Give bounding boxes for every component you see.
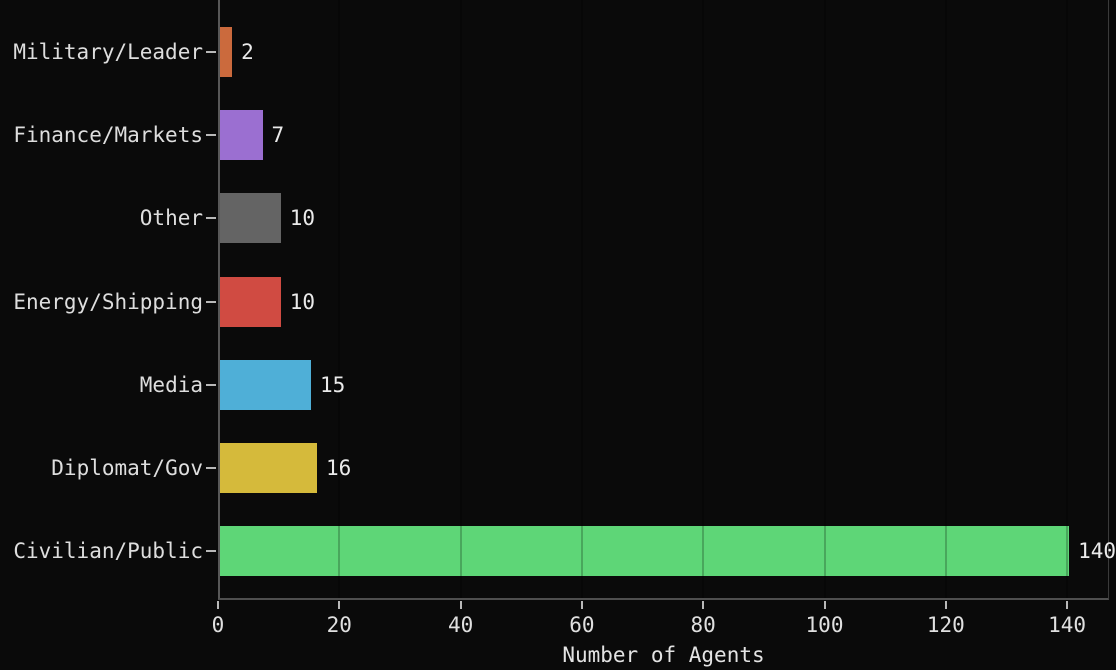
bar-value-label: 10 xyxy=(289,206,315,231)
y-tick xyxy=(206,300,216,303)
y-tick xyxy=(206,51,216,53)
bar xyxy=(220,276,281,327)
bar-value-label: 15 xyxy=(320,372,346,397)
x-axis-label: Number of Agents xyxy=(562,643,765,667)
category-label: Finance/Markets xyxy=(13,123,203,148)
bar xyxy=(220,526,1070,577)
bar xyxy=(220,110,263,161)
bar xyxy=(220,27,233,77)
category-label: Energy/Shipping xyxy=(13,289,203,314)
category-label: Other xyxy=(139,206,203,231)
x-tick xyxy=(1066,601,1069,609)
y-tick xyxy=(206,383,216,386)
gridline xyxy=(338,0,341,598)
y-tick xyxy=(206,134,216,137)
bar-value-label: 16 xyxy=(326,455,352,480)
y-tick xyxy=(206,466,216,469)
x-tick xyxy=(823,601,826,609)
gridline xyxy=(823,0,826,598)
y-tick xyxy=(206,217,216,220)
x-tick xyxy=(459,601,462,609)
bar xyxy=(220,193,281,244)
plot-area: 2 7 10 10 15 16 140 xyxy=(218,0,1116,600)
category-label: Media xyxy=(139,372,203,397)
bar-value-label: 140 xyxy=(1078,539,1116,564)
x-tick-label: 20 xyxy=(326,613,352,637)
x-tick xyxy=(217,601,219,609)
x-tick xyxy=(580,601,583,609)
x-tick-label: 120 xyxy=(926,613,965,637)
x-tick-label: 40 xyxy=(447,613,474,637)
x-tick xyxy=(338,601,341,609)
gridline xyxy=(944,0,947,598)
y-tick xyxy=(206,550,216,553)
bar xyxy=(220,442,317,493)
gridline xyxy=(459,0,462,598)
gridline xyxy=(1066,0,1069,598)
category-label: Civilian/Public xyxy=(13,539,203,564)
bar xyxy=(220,359,311,410)
x-tick xyxy=(944,601,947,609)
category-label: Military/Leader xyxy=(13,40,203,64)
x-tick-label: 60 xyxy=(569,613,595,637)
bar-value-label: 7 xyxy=(271,123,285,148)
x-tick-label: 0 xyxy=(211,613,225,637)
bar-value-label: 2 xyxy=(241,40,254,64)
x-tick-label: 140 xyxy=(1048,613,1087,637)
gridline xyxy=(702,0,705,598)
x-tick xyxy=(702,601,705,609)
x-tick-label: 80 xyxy=(690,613,716,637)
bar-value-label: 10 xyxy=(289,289,315,314)
x-tick-label: 100 xyxy=(805,613,844,637)
category-label: Diplomat/Gov xyxy=(51,455,203,480)
gridline xyxy=(580,0,583,598)
